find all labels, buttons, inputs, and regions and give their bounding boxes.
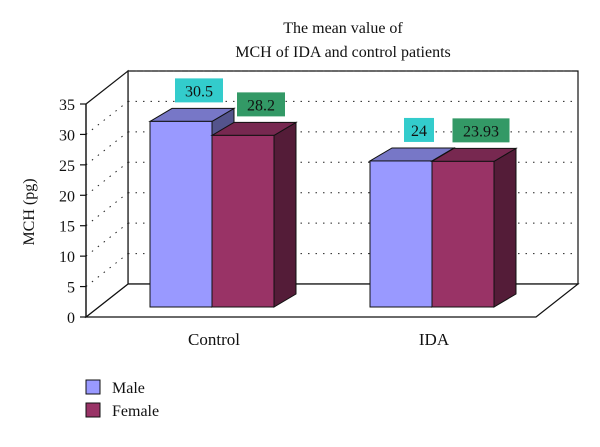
gridline-side bbox=[85, 161, 129, 196]
y-tick-label: 35 bbox=[59, 97, 75, 114]
bar-front bbox=[149, 120, 213, 308]
bar-female-control bbox=[210, 121, 298, 308]
y-tick-label: 5 bbox=[67, 280, 75, 297]
gridline-side bbox=[85, 101, 129, 135]
chart-title-line-2: MCH of IDA and control patients bbox=[235, 44, 451, 61]
data-label: 23.93 bbox=[463, 123, 499, 140]
y-tick-label: 20 bbox=[59, 188, 75, 205]
data-label-box bbox=[452, 118, 510, 143]
y-tick-label: 25 bbox=[59, 158, 75, 175]
bar-female-ida bbox=[430, 147, 518, 308]
legend-swatch-male bbox=[85, 379, 101, 395]
data-label: 30.5 bbox=[185, 83, 213, 100]
gridline-side bbox=[85, 131, 129, 166]
side-wall bbox=[85, 69, 129, 319]
y-tick-label: 15 bbox=[59, 219, 75, 236]
bar-front bbox=[211, 134, 275, 308]
data-label: 28.2 bbox=[247, 97, 275, 114]
y-tick-label: 10 bbox=[59, 249, 75, 266]
data-label-box bbox=[237, 92, 285, 117]
y-tick-label: 30 bbox=[59, 127, 75, 144]
data-label: 24 bbox=[411, 123, 427, 140]
legend: Male Female bbox=[85, 379, 159, 420]
x-category-label: IDA bbox=[419, 330, 450, 349]
gridline-side bbox=[85, 70, 129, 105]
gridline-side bbox=[85, 192, 129, 227]
legend-label-male: Male bbox=[112, 380, 145, 397]
bar-side bbox=[493, 147, 517, 308]
bar-front bbox=[431, 160, 495, 308]
data-label-box bbox=[175, 78, 223, 103]
bar-front bbox=[369, 160, 433, 308]
x-category-label: Control bbox=[188, 330, 240, 349]
gridline-side bbox=[85, 222, 129, 257]
gridline-side bbox=[85, 253, 129, 287]
y-axis-label: MCH (pg) bbox=[21, 178, 38, 245]
legend-label-female: Female bbox=[112, 403, 159, 420]
plot-area: 0 5 10 15 20 25 30 35 30.5 28.2 Control 24 23.93 IDA bbox=[59, 69, 580, 349]
y-tick-label: 0 bbox=[67, 310, 75, 327]
chart-title-line-1: The mean value of bbox=[283, 20, 403, 37]
legend-swatch-female bbox=[85, 402, 101, 418]
data-label-box bbox=[404, 117, 434, 142]
bar-side bbox=[273, 121, 297, 308]
